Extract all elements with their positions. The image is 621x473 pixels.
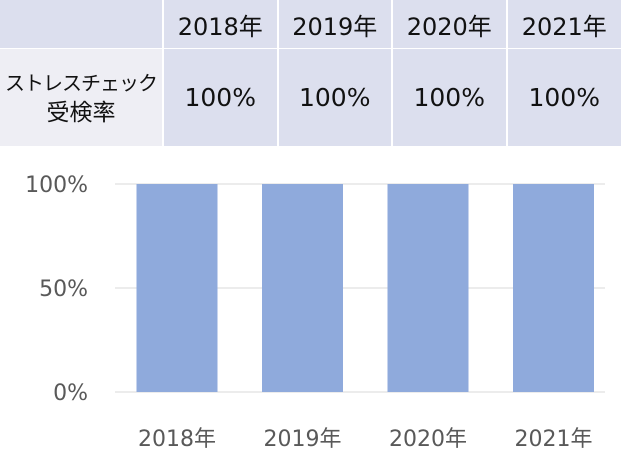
x-axis-labels: 2018年 2019年 2020年 2021年 (138, 427, 593, 452)
bar (513, 184, 594, 392)
row-label-cell: ストレスチェック 受検率 (0, 48, 163, 146)
bar-chart: 0% 50% 100% 2018年 2019年 2020年 2021年 (25, 173, 605, 452)
header-2020: 2020年 (391, 0, 507, 49)
bar (136, 184, 218, 392)
x-tick-label: 2018年 (138, 427, 216, 452)
bar (262, 184, 343, 392)
value-2020: 100% (391, 48, 507, 146)
value-2021: 100% (505, 48, 621, 146)
header-row: 2018年 2019年 2020年 2021年 (0, 0, 621, 49)
row-label: ストレスチェック 受検率 (5, 68, 158, 128)
x-tick-label: 2020年 (389, 427, 467, 452)
row-label-line1: ストレスチェック (5, 70, 158, 95)
y-tick-label: 100% (25, 173, 88, 198)
bars (136, 184, 594, 392)
y-tick-label: 50% (39, 277, 88, 302)
summary-table: 2018年 2019年 2020年 2021年 ストレスチェック 受検率 100… (0, 0, 621, 146)
y-tick-label: 0% (53, 381, 88, 406)
x-tick-label: 2021年 (515, 427, 593, 452)
bar (387, 184, 469, 392)
header-2018: 2018年 (162, 0, 278, 49)
header-2021: 2021年 (505, 0, 621, 49)
value-2019: 100% (276, 48, 392, 146)
row-label-line2: 受検率 (46, 99, 116, 126)
y-axis-ticks: 0% 50% 100% (25, 173, 88, 406)
value-row: ストレスチェック 受検率 100% 100% 100% 100% (0, 48, 621, 146)
x-tick-label: 2019年 (264, 427, 342, 452)
header-2019: 2019年 (276, 0, 392, 49)
value-2018: 100% (162, 48, 278, 146)
corner-cell (0, 0, 163, 49)
